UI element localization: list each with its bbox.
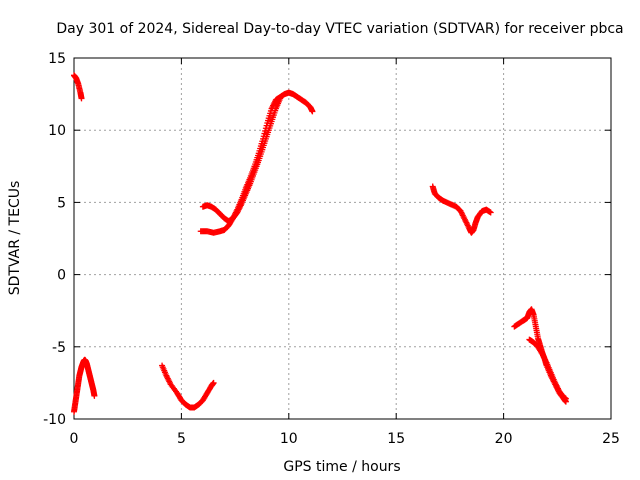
data-point: [210, 379, 217, 386]
series-arc3: [159, 362, 217, 411]
y-tick-label: -5: [52, 340, 66, 356]
data-point: [309, 108, 316, 115]
y-tick-label: 0: [57, 268, 66, 284]
x-tick-label: 5: [177, 431, 186, 447]
y-tick-label: 15: [48, 51, 66, 67]
data-point: [277, 95, 284, 102]
data-point: [562, 395, 569, 402]
data-point: [91, 392, 98, 399]
series-arc2: [71, 356, 98, 415]
x-tick-label: 10: [280, 431, 298, 447]
y-tick-label: 5: [57, 195, 66, 211]
y-tick-label: 10: [48, 123, 66, 139]
x-tick-label: 15: [387, 431, 405, 447]
ticks: 0 5 10 15 20 25 -10 -5 0 5 10 15: [43, 51, 620, 447]
chart-title: Day 301 of 2024, Sidereal Day-to-day VTE…: [56, 21, 623, 37]
series-arc6: [429, 183, 494, 236]
data-point: [487, 209, 494, 216]
grid: [74, 58, 611, 419]
x-tick-label: 0: [70, 431, 79, 447]
series-arc5: [199, 95, 284, 225]
x-axis-label: GPS time / hours: [283, 459, 400, 475]
y-axis-label: SDTVAR / TECUs: [7, 181, 23, 296]
series-arc8: [526, 336, 569, 402]
data-points: [71, 72, 569, 415]
plot-frame: [73, 57, 612, 420]
y-tick-label: -10: [43, 412, 66, 428]
series-arc4: [197, 89, 316, 236]
series-arc1: [71, 72, 85, 102]
x-tick-label: 25: [602, 431, 620, 447]
data-point: [78, 95, 85, 102]
x-tick-label: 20: [495, 431, 513, 447]
